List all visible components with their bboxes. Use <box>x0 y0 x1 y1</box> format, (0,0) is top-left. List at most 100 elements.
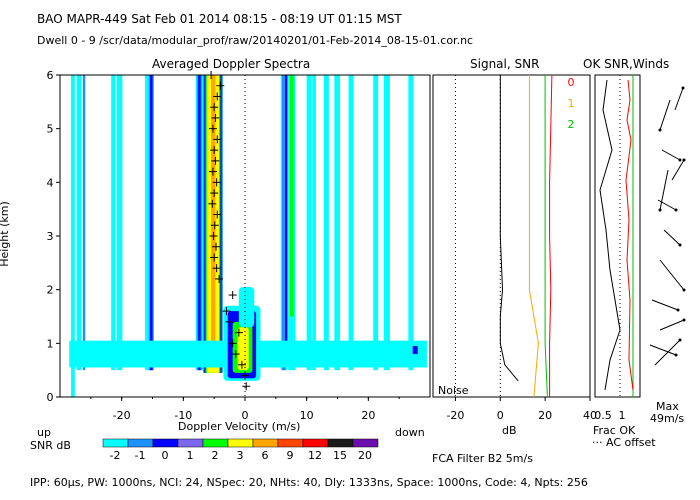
wind-arrow-head <box>682 288 686 292</box>
wind-arrow <box>674 87 684 111</box>
colorbar-swatch <box>177 438 204 448</box>
spectra-stripe <box>312 75 316 371</box>
wind-arrow-head <box>674 208 678 212</box>
wind-arrow-head <box>682 318 686 322</box>
snr-x-tick-label: 20 <box>538 409 552 422</box>
frac-ok-label: Frac OK <box>593 424 636 437</box>
wind-arrow <box>659 319 685 331</box>
y-tick-label: 6 <box>47 69 54 82</box>
wind-arrow-head <box>678 243 682 247</box>
wind-arrow <box>659 259 685 291</box>
snr-legend-label: 1 <box>568 97 575 110</box>
snr-title: Signal, SNR <box>470 57 540 71</box>
colorbar-tick: 15 <box>333 449 347 462</box>
colorbar-tick: 12 <box>308 449 322 462</box>
y-tick-label: 0 <box>47 391 54 404</box>
colorbar-swatch <box>277 438 304 448</box>
spectra-stripe <box>82 75 86 371</box>
spectra-stripe <box>383 75 390 371</box>
colorbar-swatch <box>127 438 154 448</box>
y-tick-label: 5 <box>47 123 54 136</box>
spectra-title: Averaged Doppler Spectra <box>152 57 311 71</box>
spectra-stripe <box>285 75 288 360</box>
frac-x-tick-label: 0.5 <box>594 409 612 422</box>
wind-arrow <box>657 199 677 211</box>
colorbar-label: SNR dB <box>30 439 71 452</box>
wind-arrow <box>659 99 671 131</box>
clutter-band <box>124 346 196 360</box>
down-label: down <box>395 426 425 439</box>
colorbar-tick: -1 <box>135 449 146 462</box>
colorbar-swatch <box>252 438 279 448</box>
wind-arrow-head <box>682 158 686 162</box>
dwell-line: Dwell 0 - 9 /scr/data/modular_prof/raw/2… <box>37 34 474 47</box>
y-tick-label: 3 <box>47 230 54 243</box>
wind-arrow-head <box>658 208 662 212</box>
wind-max-value: 49m/s <box>650 412 685 425</box>
wind-arrow <box>659 169 669 211</box>
snr-series-line <box>528 75 539 398</box>
snr-series-line <box>549 74 553 397</box>
ac-offset-label: ··· AC offset <box>592 436 656 449</box>
colorbar-tick: 9 <box>287 449 294 462</box>
wind-arrow <box>649 344 677 356</box>
y-tick-label: 1 <box>47 337 54 350</box>
snr-series-line <box>544 75 548 398</box>
wind-arrow-head <box>681 86 685 90</box>
fca-label: FCA Filter B2 5m/s <box>432 452 533 465</box>
spectra-stripe <box>150 75 153 371</box>
wind-max-label: Max <box>656 400 679 413</box>
noise-label: Noise <box>438 384 469 397</box>
spectra-stripe <box>71 75 75 397</box>
x-tick-label: 0 <box>242 409 249 422</box>
spectra-stripe <box>373 75 379 371</box>
spectra-stripe <box>111 75 116 371</box>
winds-title: OK SNR,Winds <box>583 57 670 71</box>
spectra-stripe <box>211 75 216 349</box>
wind-arrow <box>651 299 679 311</box>
spectra-stripe <box>408 75 414 371</box>
snr-legend-label: 2 <box>568 118 575 131</box>
colorbar-swatch <box>152 438 179 448</box>
frac-black-line <box>599 79 621 391</box>
spectra-stripe <box>116 75 123 371</box>
snr-x-tick-label: 0 <box>497 409 504 422</box>
footer-params: IPP: 60μs, PW: 1000ns, NCI: 24, NSpec: 2… <box>30 476 588 489</box>
frac-x-tick-label: 1 <box>619 409 626 422</box>
wind-arrow-head <box>674 353 678 357</box>
x-tick-label: -10 <box>174 409 192 422</box>
snr-legend-label: 0 <box>568 76 575 89</box>
echo-top <box>238 286 255 328</box>
wind-arrow-head <box>678 338 682 342</box>
spectra-stripe <box>323 75 329 371</box>
snr-frame <box>432 74 591 398</box>
frac-frame <box>594 74 641 398</box>
spectra-stripe <box>290 75 294 317</box>
wind-arrow-head <box>658 128 662 132</box>
wind-arrow <box>671 159 685 181</box>
x-tick-label: -20 <box>113 409 131 422</box>
wind-arrow-head <box>678 158 682 162</box>
signal-line <box>499 75 519 382</box>
colorbar-swatch <box>327 438 354 448</box>
spectra-stripe <box>306 75 312 371</box>
plot-title: BAO MAPR-449 Sat Feb 01 2014 08:15 - 08:… <box>37 12 402 26</box>
y-tick-label: 4 <box>47 176 54 189</box>
wind-arrow <box>661 149 681 161</box>
colorbar-tick: 6 <box>262 449 269 462</box>
colorbar-swatch <box>202 438 229 448</box>
x-tick-label: 10 <box>300 409 314 422</box>
spectra-stripe <box>334 75 340 371</box>
spectra-stripe <box>76 75 82 371</box>
x-tick-label: 20 <box>361 409 375 422</box>
echo-core <box>237 327 249 371</box>
snr-x-tick-label: -20 <box>446 409 464 422</box>
colorbar-swatch <box>227 438 254 448</box>
spectra-stripe <box>198 75 201 371</box>
colorbar-tick: 20 <box>358 449 372 462</box>
up-label: up <box>37 426 51 439</box>
wind-arrow-head <box>676 308 680 312</box>
colorbar-tick: 0 <box>162 449 169 462</box>
spectra-stripe <box>282 75 286 371</box>
